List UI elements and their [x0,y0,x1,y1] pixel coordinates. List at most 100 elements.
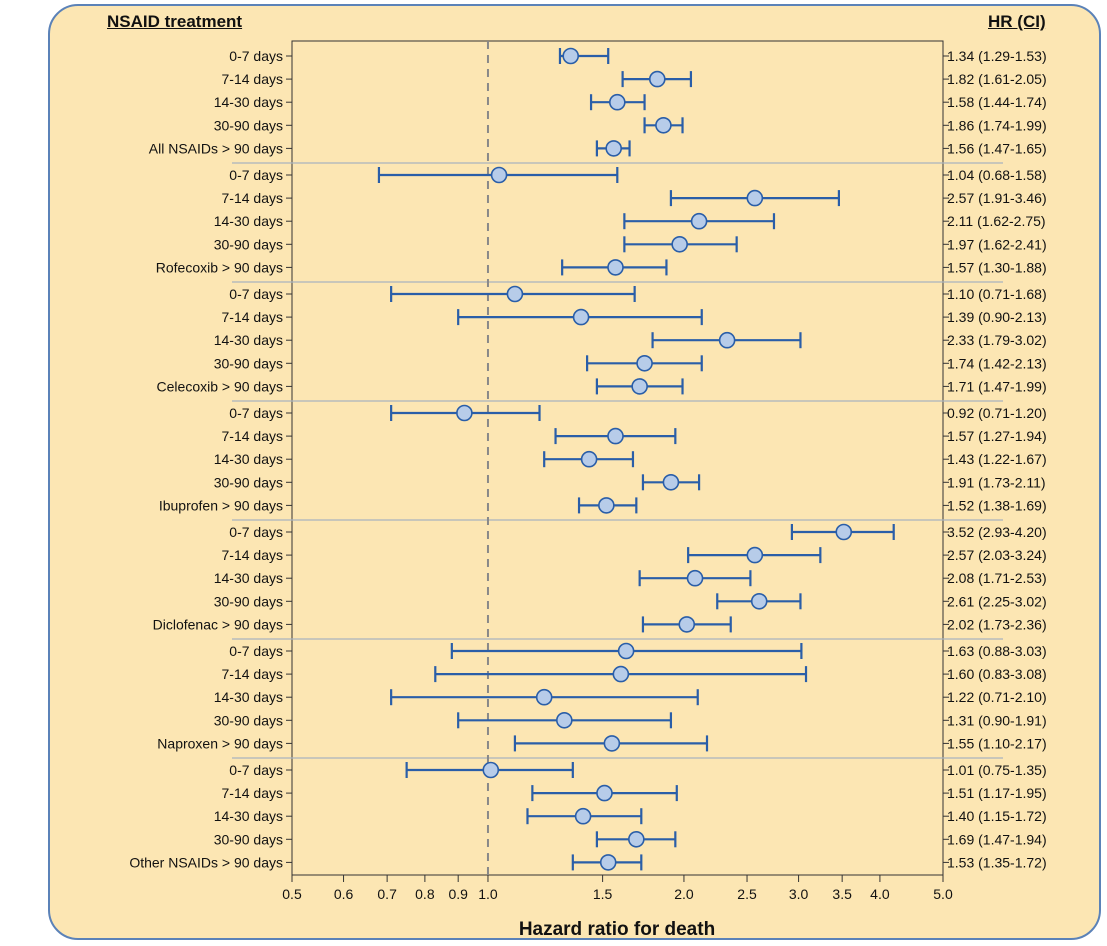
hr-ci-text: 1.53 (1.35-1.72) [947,854,1047,870]
x-axis-title: Hazard ratio for death [519,919,715,940]
hr-point [628,830,645,848]
row-label: Other NSAIDs > 90 days [129,854,283,870]
hr-point [636,354,653,372]
hr-ci-text: 1.52 (1.38-1.69) [947,497,1047,513]
hr-ci-text: 1.71 (1.47-1.99) [947,378,1047,394]
hr-point [506,285,524,303]
hr-point [750,592,768,610]
hr-ci-text: 1.86 (1.74-1.99) [947,117,1047,133]
hr-ci-text: 2.57 (2.03-3.24) [947,547,1047,563]
row-label: 30-90 days [214,712,283,728]
forest-row: Rofecoxib > 90 days 1.57 (1.30-1.88) [156,259,1047,276]
forest-row: 0-7 days 0.92 (0.71-1.20) [229,404,1047,422]
hr-point [686,569,704,587]
x-tick-label: 2.5 [737,886,757,902]
hr-point [607,427,624,445]
hr-point [671,236,688,253]
forest-row: 7-14 days 1.82 (1.61-2.05) [222,70,1047,88]
row-label: 30-90 days [214,593,283,609]
row-label: Diclofenac > 90 days [153,616,283,632]
forest-row: 30-90 days 1.97 (1.62-2.41) [214,236,1047,253]
forest-row: 30-90 days 1.91 (1.73-2.11) [214,473,1046,491]
forest-row: 0-7 days 1.01 (0.75-1.35) [229,761,1047,779]
forest-row: 7-14 days 2.57 (2.03-3.24) [222,546,1047,564]
forest-row: 14-30 days 1.43 (1.22-1.67) [214,450,1047,468]
plot-frame [291,40,944,876]
x-tick-label: 0.8 [415,886,435,902]
row-label: 30-90 days [214,355,283,371]
row-label: 0-7 days [229,643,283,659]
forest-row: 7-14 days 1.39 (0.90-2.13) [222,308,1047,326]
hr-ci-text: 1.01 (0.75-1.35) [947,762,1047,778]
row-label: 14-30 days [214,213,283,229]
hr-ci-text: 1.39 (0.90-2.13) [947,309,1047,325]
hr-ci-text: 2.57 (1.91-3.46) [947,190,1047,206]
hr-point [607,259,624,276]
hr-point [603,735,621,752]
row-label: Rofecoxib > 90 days [156,259,283,275]
forest-row: 0-7 days 1.34 (1.29-1.53) [229,47,1047,65]
forest-row: 30-90 days 1.86 (1.74-1.99) [214,117,1047,134]
hr-ci-text: 1.57 (1.30-1.88) [947,259,1047,275]
x-tick-label: 1.0 [478,886,498,902]
row-label: 7-14 days [222,71,283,87]
hr-point [596,784,613,802]
forest-row: 7-14 days 1.57 (1.27-1.94) [222,427,1047,445]
forest-row: 0-7 days 1.10 (0.71-1.68) [229,285,1047,303]
hr-point [648,70,666,88]
hr-ci-text: 1.82 (1.61-2.05) [947,71,1047,87]
forest-row: 14-30 days 1.40 (1.15-1.72) [214,807,1047,825]
row-label: Naproxen > 90 days [157,735,283,751]
hr-point [556,711,573,729]
hr-ci-text: 2.08 (1.71-2.53) [947,570,1047,586]
hr-point [608,93,626,111]
hr-point [835,523,853,541]
forest-row: 30-90 days 1.31 (0.90-1.91) [214,711,1047,729]
forest-row: 30-90 days 1.74 (1.42-2.13) [214,354,1047,372]
forest-row: 30-90 days 1.69 (1.47-1.94) [214,830,1047,848]
row-label: 30-90 days [214,474,283,490]
forest-row: Celecoxib > 90 days 1.71 (1.47-1.99) [157,378,1047,395]
hr-ci-text: 1.69 (1.47-1.94) [947,831,1047,847]
row-label: 0-7 days [229,286,283,302]
hr-ci-text: 1.91 (1.73-2.11) [947,474,1046,490]
forest-row: All NSAIDs > 90 days 1.56 (1.47-1.65) [149,140,1047,157]
hr-ci-text: 1.56 (1.47-1.65) [947,140,1047,156]
forest-row: 7-14 days 1.51 (1.17-1.95) [222,784,1047,802]
forest-row: 14-30 days 1.58 (1.44-1.74) [214,93,1047,111]
row-label: 14-30 days [214,570,283,586]
hr-point [617,642,635,660]
row-label: 7-14 days [222,666,283,682]
row-label: 0-7 days [229,167,283,183]
row-label: 7-14 days [222,309,283,325]
hr-ci-text: 1.04 (0.68-1.58) [947,167,1047,183]
hr-ci-text: 1.57 (1.27-1.94) [947,428,1047,444]
hr-ci-text: 1.55 (1.10-2.17) [947,735,1047,751]
row-label: 14-30 days [214,808,283,824]
hr-point [718,331,736,349]
row-label: 7-14 days [222,190,283,206]
forest-row: 0-7 days 1.04 (0.68-1.58) [229,166,1047,184]
row-label: 0-7 days [229,762,283,778]
x-tick-label: 5.0 [933,886,953,902]
hr-point [746,189,764,207]
row-label: 7-14 days [222,785,283,801]
hr-ci-text: 1.63 (0.88-3.03) [947,643,1047,659]
hr-ci-text: 1.10 (0.71-1.68) [947,286,1047,302]
hr-point [482,761,500,779]
row-label: 0-7 days [229,524,283,540]
x-tick-label: 3.5 [832,886,852,902]
hr-ci-text: 1.60 (0.83-3.08) [947,666,1047,682]
hr-ci-text: 1.43 (1.22-1.67) [947,451,1047,467]
forest-row: 7-14 days 2.57 (1.91-3.46) [222,189,1047,207]
forest-row: 0-7 days 1.63 (0.88-3.03) [229,642,1047,660]
forest-row: Ibuprofen > 90 days 1.52 (1.38-1.69) [159,497,1047,514]
x-tick-label: 4.0 [870,886,890,902]
row-label: 0-7 days [229,48,283,64]
hr-ci-text: 2.33 (1.79-3.02) [947,332,1047,348]
hr-ci-text: 2.11 (1.62-2.75) [947,213,1046,229]
x-tick-label: 2.0 [674,886,694,902]
hr-point [574,807,592,825]
hr-point [456,404,473,422]
